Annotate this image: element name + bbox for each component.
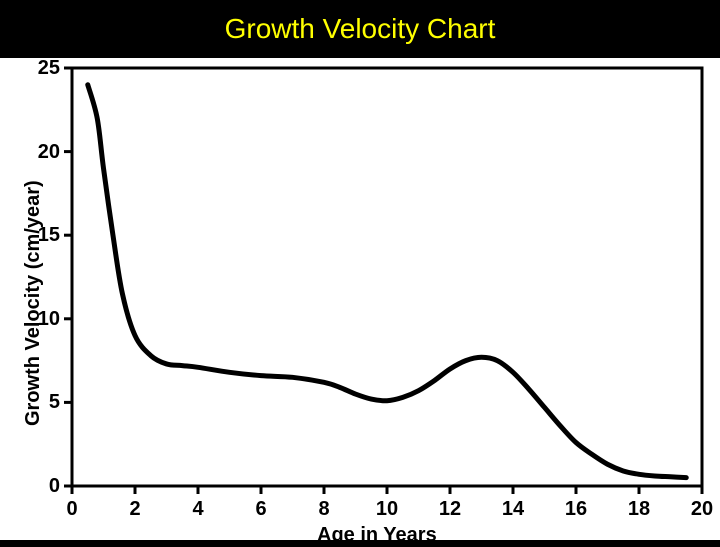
y-tick-label: 5: [49, 391, 60, 414]
x-tick-label: 16: [562, 498, 590, 521]
x-tick-label: 4: [184, 498, 212, 521]
chart-title: Growth Velocity Chart: [225, 13, 496, 45]
y-tick-label: 0: [49, 475, 60, 498]
title-bar: Growth Velocity Chart: [0, 0, 720, 58]
growth-velocity-line-chart: [0, 58, 720, 540]
x-tick-label: 14: [499, 498, 527, 521]
y-axis-label: Growth Velocity (cm/year): [22, 180, 45, 426]
x-axis-label: Age in Years: [317, 524, 437, 547]
x-tick-label: 2: [121, 498, 149, 521]
x-tick-label: 6: [247, 498, 275, 521]
chart-container: 024681012141618200510152025Growth Veloci…: [0, 58, 720, 540]
x-tick-label: 18: [625, 498, 653, 521]
y-tick-label: 20: [38, 141, 60, 164]
x-tick-label: 0: [58, 498, 86, 521]
y-tick-label: 25: [38, 57, 60, 80]
x-tick-label: 20: [688, 498, 716, 521]
x-tick-label: 12: [436, 498, 464, 521]
x-tick-label: 10: [373, 498, 401, 521]
x-tick-label: 8: [310, 498, 338, 521]
